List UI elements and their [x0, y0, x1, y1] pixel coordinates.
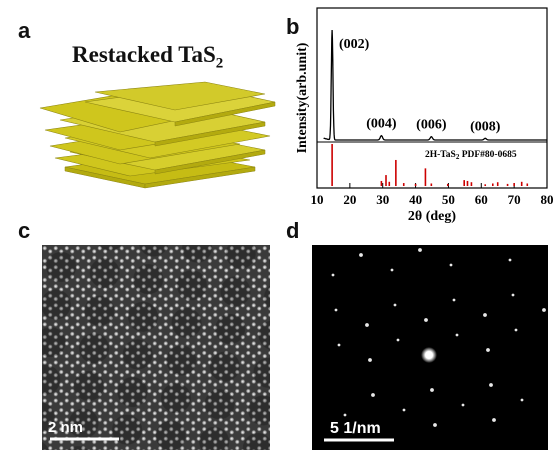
scale-label-c: 2 nm: [48, 419, 84, 436]
diffraction-spot: [449, 263, 453, 267]
diffraction-spot: [396, 338, 400, 342]
sheet-edge: [144, 166, 256, 189]
x-tick-label: 30: [376, 192, 389, 207]
diffraction-spot: [508, 258, 512, 262]
panel-label-a: a: [18, 18, 31, 43]
diffraction-spot: [461, 403, 465, 407]
diffraction-spot: [418, 248, 422, 252]
x-tick-label: 80: [541, 192, 554, 207]
diffraction-spot: [359, 253, 363, 257]
peak-label: (006): [416, 118, 447, 133]
saed-pattern: [312, 245, 548, 450]
nanosheet: [94, 81, 266, 111]
peak-label: (004): [366, 117, 397, 132]
panel-label-d: d: [286, 218, 300, 243]
panel-label-c: c: [18, 218, 31, 243]
xrd-trace-line: [323, 29, 547, 141]
diffraction-spot: [393, 303, 397, 307]
diffraction-spot: [331, 273, 335, 277]
x-tick-label: 60: [475, 192, 488, 207]
diffraction-spot: [542, 308, 546, 312]
reference-label-subscript: 2: [456, 153, 460, 161]
panel-a-title-text: Restacked TaS: [72, 42, 216, 67]
diffraction-spot: [486, 348, 490, 352]
diffraction-spot: [483, 313, 487, 317]
diffraction-spot: [365, 323, 369, 327]
x-axis-label: 2θ (deg): [408, 209, 456, 224]
sheet-edge: [154, 121, 266, 147]
diffraction-spot: [402, 408, 406, 412]
diffraction-spot: [455, 333, 459, 337]
diffraction-spot: [337, 343, 341, 347]
diffraction-spot: [433, 423, 437, 427]
panel-a-title: Restacked TaS2: [72, 42, 223, 73]
x-tick-label: 40: [409, 192, 422, 207]
reference-label: 2H-TaS2 PDF#80-0685: [425, 150, 517, 161]
panel-label-b: b: [286, 14, 300, 39]
diffraction-spot: [368, 358, 372, 362]
diffraction-spot: [390, 268, 394, 272]
stem-image: [42, 245, 270, 450]
diffraction-spot: [430, 388, 434, 392]
reference-label-main: 2H-TaS: [425, 150, 456, 160]
central-beam: [421, 347, 437, 363]
x-tick-label: 70: [508, 192, 521, 207]
diffraction-spot: [520, 398, 524, 402]
diffraction-spot: [343, 413, 347, 417]
sheet-edge: [174, 101, 276, 127]
diffraction-spot: [371, 393, 375, 397]
diffraction-spot: [511, 293, 515, 297]
diffraction-spot: [424, 318, 428, 322]
reference-label-suffix: PDF#80-0685: [459, 150, 517, 160]
restacked-sheets-illustration: [39, 81, 276, 189]
x-tick-label: 50: [442, 192, 455, 207]
y-axis-label: Intensity(arb.unit): [295, 42, 310, 153]
diffraction-spot: [492, 418, 496, 422]
peak-label: (008): [470, 119, 501, 134]
x-tick-label: 10: [311, 192, 324, 207]
x-tick-label: 20: [343, 192, 356, 207]
sheet-edge: [154, 149, 266, 175]
diffraction-spot: [514, 328, 518, 332]
peak-label: (002): [339, 37, 370, 52]
scale-label-d: 5 1/nm: [330, 420, 381, 437]
diffraction-spot: [489, 383, 493, 387]
diffraction-spot: [334, 308, 338, 312]
panel-a-title-subscript: 2: [215, 55, 224, 72]
xrd-pattern-chart: 10 20 30 40 50 60 70 80 (002) (004) (006) (008) 2H…: [295, 7, 554, 224]
diffraction-spot: [452, 298, 456, 302]
plot-frame: [316, 7, 548, 189]
